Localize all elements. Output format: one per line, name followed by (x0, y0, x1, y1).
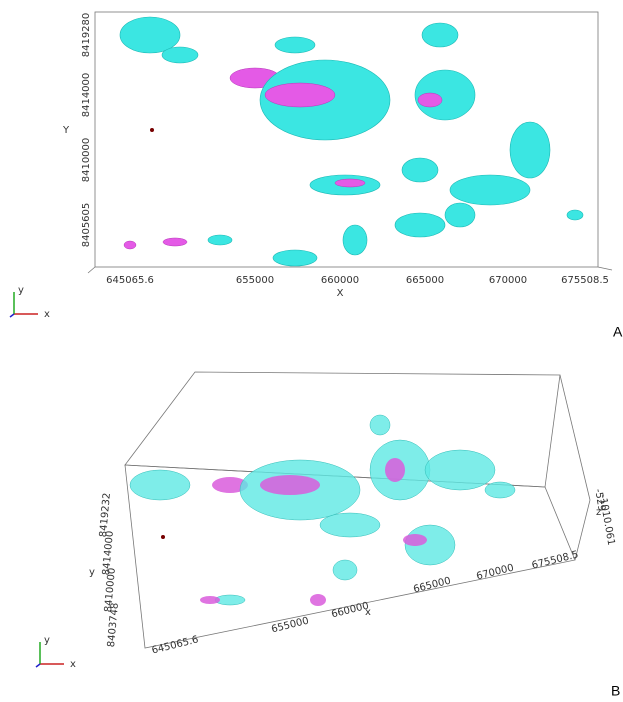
y-axis-title: Y (62, 125, 70, 136)
z-tick-label: -1010.061 (597, 494, 617, 546)
panel-b-blobs (130, 415, 515, 606)
x-tick-label: 675508.5 (561, 275, 609, 286)
x-tick-label: 670000 (475, 563, 515, 583)
icon-axis (10, 314, 14, 317)
z-axis-title: z (596, 507, 601, 518)
y-tick-label: 8414000 (81, 73, 92, 118)
y-axis-title: y (89, 567, 95, 578)
x-tick-label: 665000 (406, 275, 444, 286)
panel-label: B (611, 683, 620, 699)
x-tick-label: 655000 (236, 275, 274, 286)
y-tick-label: 8410000 (81, 138, 92, 183)
x-tick-label: 660000 (330, 601, 370, 621)
icon-label: x (44, 309, 50, 320)
panel-label: A (613, 324, 623, 340)
icon-label: x (70, 659, 76, 670)
icon-axis (36, 664, 40, 667)
x-tick-label: 675508.5 (531, 549, 580, 571)
icon-label: y (44, 635, 50, 646)
x-tick-label: 660000 (321, 275, 359, 286)
x-tick-label: 665000 (412, 576, 452, 596)
y-tick-label: 8419280 (81, 13, 92, 58)
x-tick-label: 645065.6 (151, 634, 200, 656)
y-tick-label: 8405605 (81, 203, 92, 248)
x-axis-title: x (365, 607, 371, 618)
icon-label: y (18, 285, 24, 296)
x-axis-title: X (337, 288, 344, 299)
figure: 645065.6 655000 660000 665000 670000 675508.5… (0, 0, 623, 702)
panel-a-blobs (120, 17, 583, 266)
x-tick-label: 670000 (489, 275, 527, 286)
x-tick-label: 645065.6 (106, 275, 154, 286)
